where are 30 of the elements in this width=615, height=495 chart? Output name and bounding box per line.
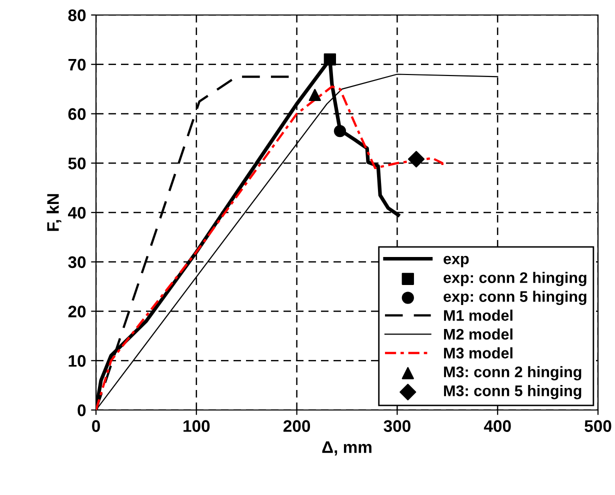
y-tick-label: 30 (68, 256, 86, 268)
point (324, 53, 336, 66)
y-tick-label: 20 (68, 306, 86, 318)
y-tick-label: 80 (68, 9, 86, 22)
y-axis-title: F, kN (46, 194, 62, 231)
point (408, 150, 425, 168)
legend-label: M3 model (444, 347, 512, 359)
point (334, 124, 346, 138)
y-tick-label: 70 (68, 58, 86, 71)
legend-label: exp: conn 2 hinging (444, 272, 586, 286)
x-tick-label: 500 (584, 420, 612, 432)
point (308, 88, 321, 102)
x-tick-label: 0 (92, 420, 100, 432)
x-tick-label: 200 (283, 420, 310, 432)
y-tick-label: 40 (68, 206, 86, 219)
x-axis-title: Δ, mm (322, 441, 372, 456)
y-tick-label: 10 (68, 355, 86, 367)
legend-label: M3: conn 5 hinging (444, 384, 582, 400)
y-tick-label: 0 (78, 404, 86, 416)
y-tick-label: 60 (68, 108, 86, 120)
legend-label: M2 model (444, 328, 512, 340)
x-tick-label: 400 (484, 420, 511, 432)
line-series (96, 85, 444, 410)
y-tick-label: 50 (68, 158, 86, 170)
legend-label: exp: conn 5 hinging (444, 290, 586, 306)
legend-label: M3: conn 2 hinging (444, 366, 582, 380)
legend-label: M1 model (444, 310, 512, 321)
legend-label: exp (444, 256, 469, 268)
x-tick-label: 300 (384, 420, 410, 432)
x-tick-label: 100 (184, 420, 210, 432)
